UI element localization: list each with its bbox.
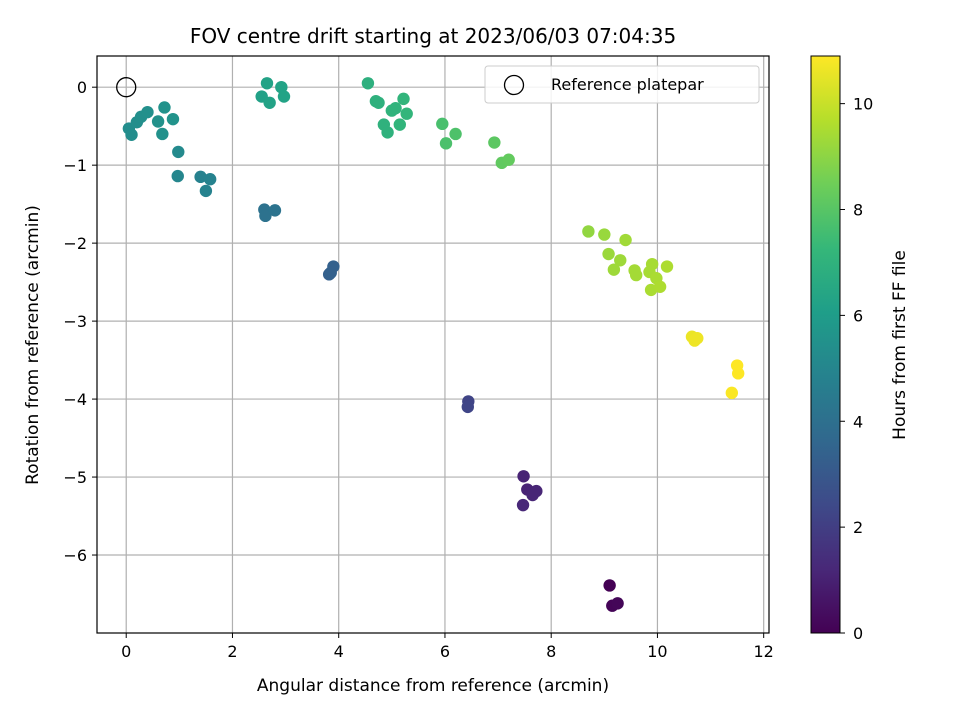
y-tick-label: 0 [77,78,87,97]
x-axis-ticks: 0 2 4 6 8 10 12 [121,633,774,661]
data-point [653,280,667,293]
data-point [645,257,659,271]
y-tick-label: −6 [63,546,87,565]
data-point [260,77,274,90]
data-point [731,367,745,380]
data-point [502,153,515,166]
data-point [172,145,185,159]
grid-lines [97,56,769,633]
colorbar-tick-label: 10 [853,95,873,114]
colorbar-tick-label: 4 [853,412,863,431]
x-tick-label: 10 [647,642,667,661]
data-point [199,184,213,198]
y-axis-label: Rotation from reference (arcmin) [23,205,43,485]
x-tick-label: 4 [334,642,344,661]
legend-marker-reference [503,74,525,96]
y-axis-ticks: 0 −1 −2 −3 −4 −5 −6 [63,78,97,565]
data-point [488,136,501,149]
reference-marker-layer [116,77,137,98]
data-point [277,90,291,103]
data-point [598,228,611,241]
data-point [691,332,704,345]
data-point [381,126,394,139]
plot-frame [96,55,770,634]
data-point [361,77,375,90]
data-point [171,169,184,183]
data-point [389,102,402,115]
data-point [259,209,272,223]
data-point [156,127,169,141]
y-tick-label: −4 [63,390,87,409]
data-point [530,484,543,498]
data-point [516,498,530,512]
colorbar-ticks: 0 2 4 6 8 10 [840,95,873,643]
colorbar-tick-label: 2 [853,518,863,537]
data-point [400,107,413,120]
legend-box [484,65,760,104]
data-point [449,127,462,141]
x-tick-label: 6 [440,642,450,661]
data-point [125,128,138,141]
data-point [629,268,643,282]
data-point [372,96,385,109]
data-point [439,137,453,150]
data-point [151,115,165,128]
colorbar-label: Hours from first FF file [890,250,910,440]
data-point [461,400,474,414]
data-point [660,260,674,273]
data-point [275,80,288,94]
data-point [603,579,616,592]
x-tick-label: 0 [121,642,131,661]
chart-title: FOV centre drift starting at 2023/06/03 … [190,24,676,48]
data-point [602,247,615,261]
data-point [263,96,276,109]
data-point [725,386,739,400]
y-tick-label: −1 [63,156,87,175]
data-point [619,233,632,247]
x-tick-label: 2 [227,642,237,661]
data-point [397,92,410,106]
y-tick-label: −3 [63,312,87,331]
x-axis-label: Angular distance from reference (arcmin) [257,676,609,696]
y-tick-label: −2 [63,234,87,253]
data-point [611,597,624,610]
x-tick-label: 12 [754,642,774,661]
data-point [614,254,627,267]
colorbar-tick-label: 0 [853,624,863,643]
data-point [582,225,595,238]
colorbar-tick-label: 8 [853,201,863,220]
data-point [393,118,406,131]
y-tick-label: −5 [63,468,87,487]
data-point [268,204,282,217]
data-point [166,112,180,126]
data-point [436,117,449,131]
colorbar: 0 2 4 6 8 10 Hours from first FF file [810,55,910,643]
data-point [607,263,621,276]
reference-platepar-marker [116,77,137,98]
legend: Reference platepar [484,65,760,104]
x-tick-label: 8 [546,642,556,661]
legend-label-reference: Reference platepar [551,75,704,94]
data-point [141,105,154,119]
data-point [324,266,337,279]
colorbar-tick-label: 6 [853,306,863,325]
data-points [122,77,745,612]
data-point [158,101,171,114]
data-point [517,470,530,483]
data-point [194,170,207,184]
colorbar-gradient [810,55,841,634]
data-point [203,172,217,186]
